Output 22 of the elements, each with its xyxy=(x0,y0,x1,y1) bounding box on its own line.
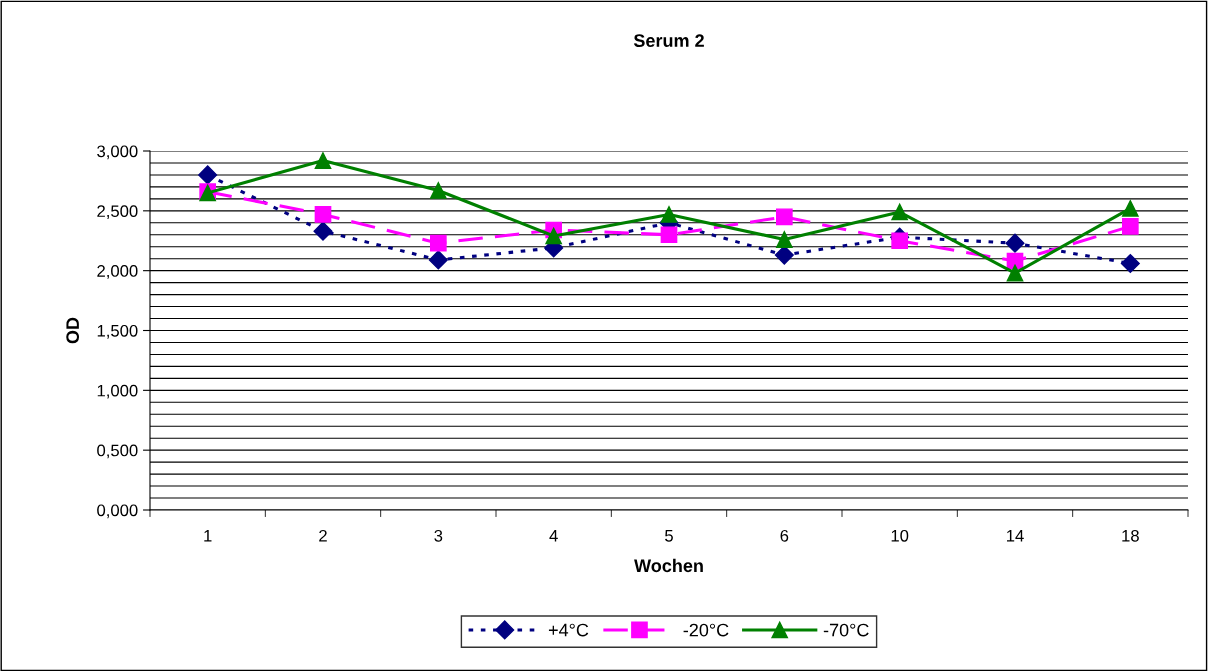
chart-title: Serum 2 xyxy=(633,34,704,48)
y-tick-label: 1,500 xyxy=(97,324,138,339)
legend-label: -20°C xyxy=(683,623,729,637)
x-tick-label: 14 xyxy=(1007,530,1024,542)
x-tick-label: 2 xyxy=(319,529,327,542)
y-tick-label: 2,000 xyxy=(97,265,138,279)
y-tick-label: 2,500 xyxy=(97,205,138,220)
x-tick-label: 1 xyxy=(204,530,212,542)
y-tick-label: 3,000 xyxy=(97,145,138,160)
x-tick-label: 18 xyxy=(1122,529,1139,542)
x-tick-label: 10 xyxy=(891,529,909,542)
x-axis-title: Wochen xyxy=(634,558,703,573)
x-tick-label: 5 xyxy=(665,530,673,542)
y-axis-title: OD xyxy=(66,317,80,344)
legend-label: -70°C xyxy=(823,623,869,637)
y-tick-label: 0,500 xyxy=(97,444,138,459)
x-tick-label: 4 xyxy=(549,530,558,542)
y-tick-label: 1,000 xyxy=(97,384,138,399)
x-tick-label: 3 xyxy=(434,529,443,542)
y-tick-label: 0,000 xyxy=(97,504,138,519)
legend-label: +4°C xyxy=(548,623,589,637)
x-tick-label: 6 xyxy=(780,529,789,542)
